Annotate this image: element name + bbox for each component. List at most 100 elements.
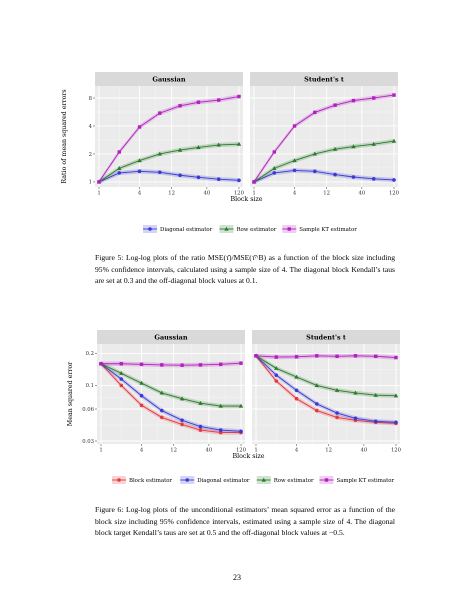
data-point xyxy=(315,402,319,406)
data-point xyxy=(216,142,221,147)
x-axis-title: Block size xyxy=(230,196,262,203)
data-point xyxy=(237,178,241,183)
data-point xyxy=(391,138,397,143)
legend-key-marker xyxy=(148,227,152,231)
data-point xyxy=(272,171,277,175)
legend-key-marker xyxy=(324,478,329,482)
legend-item-diagonal-estimator: Diagonal estimator xyxy=(143,225,213,233)
data-point xyxy=(334,388,340,392)
panel-student-s-t: Student's t 1 4 12 40 120 xyxy=(250,72,400,197)
x-tick-label: 1 xyxy=(97,191,100,197)
data-point xyxy=(198,424,203,429)
data-point xyxy=(292,158,297,163)
x-tick-label: 120 xyxy=(236,448,247,454)
x-tick-label: 4 xyxy=(295,448,299,454)
panel-background xyxy=(97,344,245,444)
series-line xyxy=(255,355,397,397)
series-line xyxy=(253,169,395,183)
data-point xyxy=(99,362,103,366)
panel-background xyxy=(250,86,398,187)
facet-strip xyxy=(252,330,400,344)
x-tick-label: 40 xyxy=(205,448,212,454)
figure-6-caption: Figure 6: Log-log plots of the unconditi… xyxy=(95,505,395,537)
panel-student-s-t: Student's t 1 4 12 40 120 xyxy=(252,330,402,454)
legend-item-row-estimator: Row estimator xyxy=(219,225,277,233)
legend-label: Block estimator xyxy=(129,478,173,484)
data-point xyxy=(274,365,279,370)
confidence-band xyxy=(256,353,396,426)
data-point xyxy=(219,362,223,367)
data-point xyxy=(392,93,396,97)
data-point xyxy=(239,429,243,434)
data-point xyxy=(315,408,319,413)
data-point xyxy=(139,393,144,398)
data-point xyxy=(313,110,317,115)
page-number: 23 xyxy=(233,573,241,582)
legend-label: Row estimator xyxy=(274,478,314,484)
x-tick-label: 40 xyxy=(203,191,210,197)
series-diagonal-estimator xyxy=(97,169,241,185)
x-axis-title: Block size xyxy=(232,453,264,460)
data-point xyxy=(351,144,356,149)
series-sample-kt-estimator xyxy=(254,353,398,360)
x-tick-label: 1 xyxy=(252,191,255,197)
data-point xyxy=(393,393,399,398)
data-point xyxy=(394,420,398,425)
data-point xyxy=(274,379,279,383)
data-point xyxy=(119,383,124,388)
facet-label: Student's t xyxy=(304,75,344,83)
legend-item-block-estimator: Block estimator xyxy=(112,476,173,484)
series-line xyxy=(98,143,240,183)
series-sample-kt-estimator xyxy=(99,360,243,368)
legend-item-diagonal-estimator: Diagonal estimator xyxy=(180,476,250,484)
y-tick-label: 4 xyxy=(89,124,93,130)
data-point xyxy=(137,169,142,174)
x-tick-label: 4 xyxy=(138,191,142,197)
data-point xyxy=(335,415,339,420)
data-point xyxy=(139,380,144,385)
data-point xyxy=(351,175,356,179)
data-point xyxy=(160,363,164,367)
data-point xyxy=(139,403,144,408)
legend-label: Sample KT estimator xyxy=(337,478,395,484)
data-point xyxy=(119,362,123,366)
facet-strip xyxy=(250,72,398,86)
series-block-estimator xyxy=(254,353,398,426)
series-line xyxy=(98,96,240,183)
y-tick-label: 0.03 xyxy=(82,439,94,445)
confidence-band xyxy=(99,141,239,185)
y-tick-label: 0.06 xyxy=(82,407,94,413)
series-line xyxy=(101,362,242,366)
series-line xyxy=(100,363,241,434)
data-point xyxy=(158,170,162,175)
data-point xyxy=(178,173,182,178)
data-point xyxy=(292,124,297,128)
legend-label: Sample KT estimator xyxy=(299,227,357,233)
x-tick-label: 12 xyxy=(325,448,332,454)
data-point xyxy=(294,374,299,379)
data-point xyxy=(333,103,337,107)
series-line xyxy=(100,363,241,407)
data-point xyxy=(218,428,223,432)
data-point xyxy=(312,151,318,156)
data-point xyxy=(160,415,164,420)
series-sample-kt-estimator xyxy=(97,94,241,185)
data-point xyxy=(313,169,317,174)
data-point xyxy=(160,408,164,413)
legend-key-marker xyxy=(117,478,121,482)
data-point xyxy=(158,111,162,115)
confidence-band xyxy=(99,169,239,185)
data-point xyxy=(353,354,358,358)
legend-label: Diagonal estimator xyxy=(197,478,250,484)
legend-item-row-estimator: Row estimator xyxy=(256,476,314,484)
data-point xyxy=(177,147,183,152)
data-point xyxy=(139,362,144,367)
series-line xyxy=(253,140,395,183)
legend-item-sample-kt-estimator: Sample KT estimator xyxy=(282,225,357,233)
x-tick-label: 40 xyxy=(358,191,365,197)
series-line xyxy=(255,355,397,423)
data-point xyxy=(294,396,299,401)
x-tick-label: 12 xyxy=(168,191,175,197)
